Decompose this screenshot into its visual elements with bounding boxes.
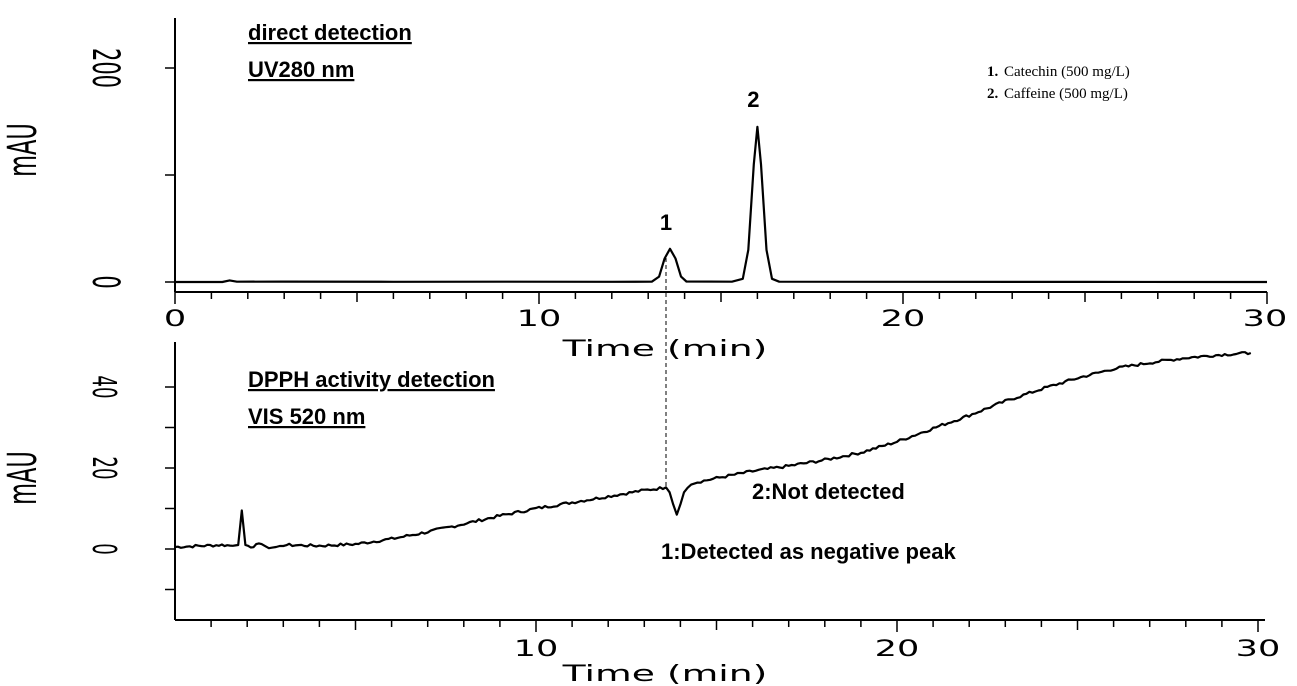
y-tick-label-top: 0 — [83, 275, 126, 288]
y-axis-label-top: mAU — [0, 123, 46, 177]
annotation-not-detected: 2:Not detected — [752, 479, 905, 504]
panel-title-top: direct detection — [248, 20, 412, 45]
panel-title-top: UV280 nm — [248, 57, 354, 82]
x-axis-label-bottom: Time (min) — [561, 661, 767, 686]
x-tick-label-top: 10 — [517, 306, 562, 332]
y-tick-label-bottom: 40 — [84, 375, 121, 398]
legend-number: 1. — [987, 64, 999, 80]
x-tick-label-bottom: 30 — [1236, 636, 1281, 662]
x-tick-label-top: 20 — [881, 306, 926, 332]
peak-label: 1 — [660, 210, 672, 235]
peak-label: 2 — [747, 87, 759, 112]
legend-number: 2. — [987, 86, 999, 102]
x-tick-label-top: 30 — [1243, 306, 1288, 332]
x-tick-label-bottom: 10 — [514, 636, 559, 662]
panel-title-bottom: VIS 520 nm — [248, 404, 365, 429]
annotation-negative-peak: 1:Detected as negative peak — [661, 539, 956, 564]
dpph-trace — [174, 351, 1252, 550]
x-tick-label-top: 0 — [164, 306, 186, 332]
x-axis-label-top: Time (min) — [561, 336, 767, 362]
panel-title-bottom: DPPH activity detection — [248, 367, 495, 392]
y-axis-label-bottom: mAU — [0, 451, 46, 505]
legend-entry: Catechin (500 mg/L) — [1004, 64, 1130, 80]
uv280-trace — [175, 125, 1268, 284]
y-tick-label-bottom: 20 — [84, 456, 121, 479]
x-tick-label-bottom: 20 — [875, 636, 920, 662]
y-tick-label-bottom: 0 — [84, 543, 121, 555]
y-tick-label-top: 200 — [83, 48, 126, 88]
legend-entry: Caffeine (500 mg/L) — [1004, 86, 1128, 102]
